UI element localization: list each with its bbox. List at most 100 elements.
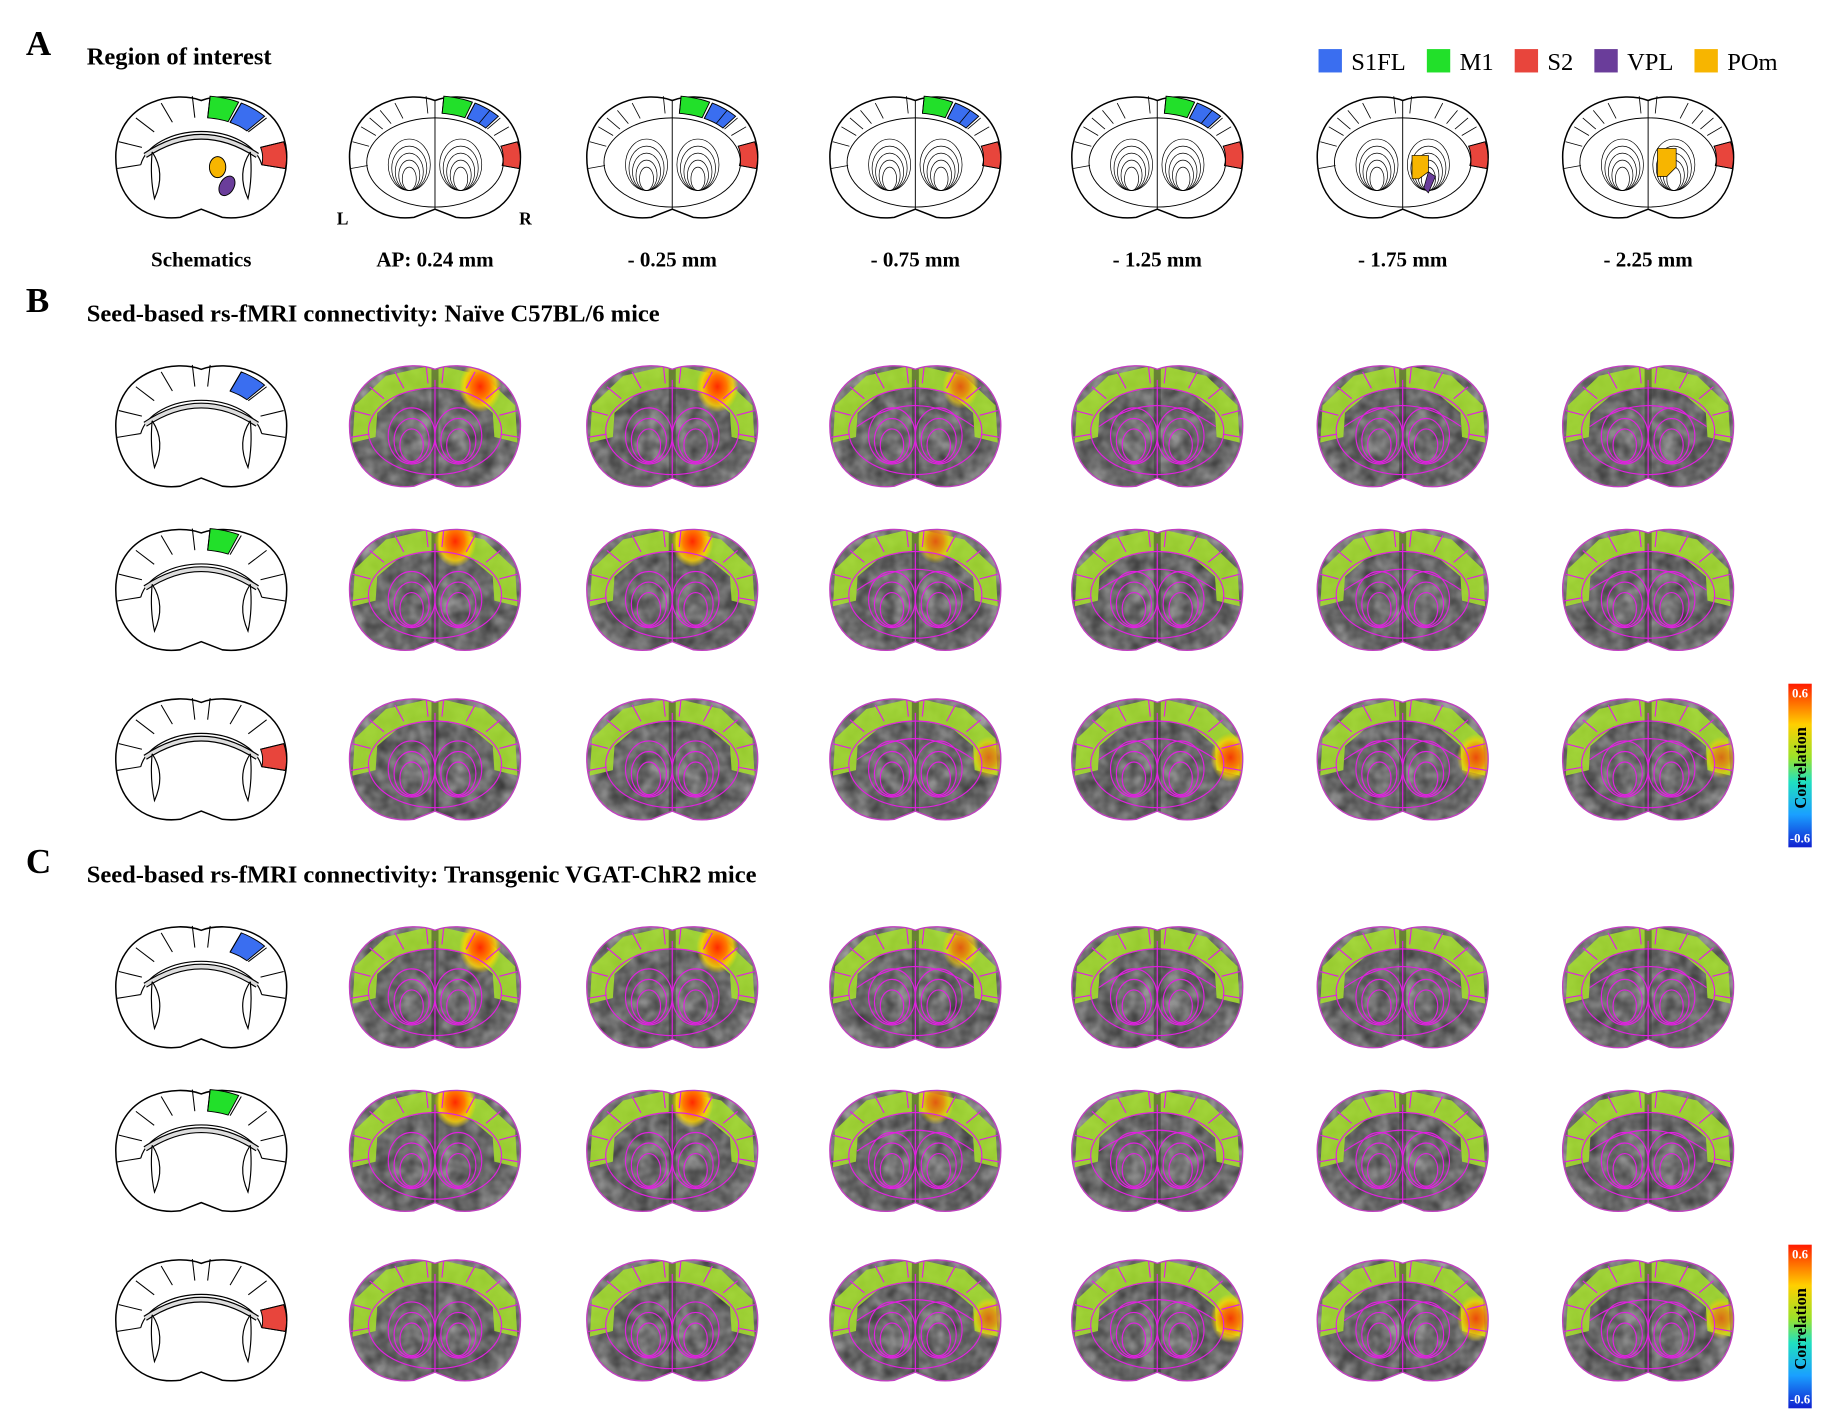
legend-swatch xyxy=(1318,49,1342,73)
atlas-contour xyxy=(1466,743,1486,750)
atlas-contour xyxy=(499,743,518,750)
atlas-line xyxy=(1216,126,1232,136)
seed-hotspot xyxy=(1704,1297,1734,1340)
atlas-contour xyxy=(1318,1327,1338,1332)
atlas-contour xyxy=(588,994,607,999)
atlas-contour xyxy=(588,1327,607,1332)
atlas-contour xyxy=(980,994,1000,999)
atlas-contour xyxy=(1221,970,1240,977)
atlas-contour xyxy=(1606,417,1643,464)
atlas-contour xyxy=(1393,698,1397,717)
atlas-contour xyxy=(1407,417,1445,464)
atlas-contour xyxy=(662,698,666,717)
atlas-contour xyxy=(352,743,371,750)
atlas-line xyxy=(724,117,738,130)
cortex-correlation xyxy=(589,529,755,607)
brain-edge xyxy=(348,698,522,821)
atlas-line xyxy=(832,141,850,147)
atlas-contour xyxy=(921,1259,925,1278)
cortex-boundary xyxy=(118,1134,143,1142)
atlas-line xyxy=(441,96,445,114)
seed-hotspot xyxy=(971,1297,1001,1340)
fmri-map xyxy=(1562,1259,1734,1381)
atlas-contour xyxy=(1565,573,1584,580)
fmri-map xyxy=(829,926,1001,1048)
atlas-line xyxy=(425,96,429,114)
atlas-contour xyxy=(736,409,755,416)
brain-edge xyxy=(348,1089,522,1213)
atlas-contour xyxy=(1612,591,1638,626)
atlas-contour xyxy=(1168,428,1193,463)
atlas-contour xyxy=(589,1304,609,1311)
atlas-contour xyxy=(677,1311,714,1358)
atlas-contour xyxy=(1318,1158,1338,1163)
atlas-line xyxy=(947,102,956,119)
vpl-region xyxy=(218,175,236,197)
atlas-line xyxy=(1102,110,1114,124)
atlas-contour xyxy=(1222,1158,1242,1163)
fmri-map xyxy=(586,698,758,820)
atlas-contour xyxy=(1413,1322,1439,1357)
atlas-line xyxy=(1691,110,1704,124)
atlas-contour xyxy=(832,1304,852,1311)
atlas-contour xyxy=(441,926,445,945)
atlas-line xyxy=(981,141,998,147)
atlas-contour xyxy=(1163,926,1167,945)
cortex-boundary xyxy=(160,371,173,392)
fmri-map xyxy=(349,698,521,820)
atlas-contour xyxy=(1607,704,1618,722)
corpus-callosum xyxy=(144,403,259,426)
atlas-contour xyxy=(678,529,682,548)
fmri-map xyxy=(349,1090,521,1212)
atlas-contour xyxy=(1612,989,1638,1024)
atlas-contour xyxy=(1362,932,1372,950)
seed-hotspot xyxy=(942,365,979,409)
legend-label: M1 xyxy=(1460,49,1494,76)
atlas-contour xyxy=(1582,1280,1598,1294)
colorbar-title: Correlation xyxy=(1791,1288,1810,1369)
fmri-map xyxy=(349,365,521,487)
atlas-contour xyxy=(1433,371,1444,389)
atlas-contour xyxy=(1712,409,1731,416)
cortex-boundary xyxy=(191,1089,196,1112)
atlas-contour xyxy=(1074,970,1094,977)
cortex-correlation xyxy=(1320,1090,1486,1168)
cortex-boundary xyxy=(247,719,267,735)
colorbar xyxy=(1788,1244,1812,1409)
cortex-boundary xyxy=(160,932,173,953)
atlas-line xyxy=(1393,96,1396,114)
atlas-contour xyxy=(831,433,850,438)
atlas-contour xyxy=(678,1090,682,1109)
atlas-contour xyxy=(1607,1265,1618,1283)
atlas-contour xyxy=(465,1265,476,1283)
cortex-boundary xyxy=(160,535,173,555)
fmri-map xyxy=(1071,1259,1243,1381)
fmri-map xyxy=(1071,926,1243,1048)
atlas-contour xyxy=(631,704,642,722)
atlas-contour xyxy=(1466,1304,1486,1311)
atlas-contour xyxy=(1367,428,1392,463)
atlas-contour xyxy=(1659,428,1684,463)
atlas-line xyxy=(401,166,417,191)
atlas-contour xyxy=(399,1322,424,1357)
atlas-contour xyxy=(446,989,471,1024)
atlas-line xyxy=(703,102,713,119)
atlas-contour xyxy=(1207,719,1223,733)
cortex-boundary xyxy=(160,102,173,123)
cortex-correlation xyxy=(832,1259,998,1337)
atlas-contour xyxy=(662,1090,666,1109)
atlas-contour xyxy=(1698,386,1714,400)
atlas-contour xyxy=(606,947,622,961)
atlas-contour xyxy=(485,1280,501,1294)
atlas-contour xyxy=(1653,581,1690,628)
brain-edge xyxy=(348,365,522,488)
atlas-contour xyxy=(1361,1142,1398,1189)
atlas-contour xyxy=(946,1265,956,1283)
brain-edge xyxy=(1071,1089,1244,1213)
atlas-contour xyxy=(1409,1259,1413,1278)
fmri-map xyxy=(349,1259,521,1381)
atlas-contour xyxy=(1453,386,1469,400)
atlas-contour xyxy=(921,529,925,548)
cortex-boundary xyxy=(260,971,284,978)
